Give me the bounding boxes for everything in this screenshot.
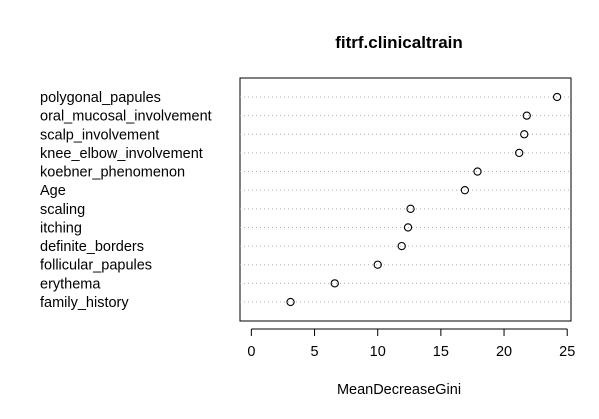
category-label: polygonal_papules [40,90,161,106]
category-label: follicular_papules [40,258,152,274]
x-tick-label: 0 [247,344,255,360]
category-label: erythema [40,276,101,292]
y-axis-labels: polygonal_papules oral_mucosal_involvemen… [40,90,212,311]
data-point [473,167,482,176]
data-point [515,148,524,158]
data-point [330,279,339,288]
data-point [520,130,529,139]
data-point [403,223,413,232]
category-label: Age [40,183,66,199]
category-label: itching [40,220,82,236]
category-label: knee_elbow_involvement [40,146,203,162]
data-point [522,111,531,120]
x-tick-label: 5 [310,344,318,360]
grid-lines [240,96,571,303]
category-label: oral_mucosal_involvement [40,109,212,125]
category-label: scaling [40,202,85,218]
x-tick-label: 20 [496,344,512,360]
x-tick-label: 25 [559,344,575,360]
category-label: koebner_phenomenon [40,165,185,181]
x-axis-label: MeanDecreaseGini [337,382,461,398]
category-label: scalp_involvement [40,127,159,143]
chart-title: fitrf.clinicaltrain [335,33,463,52]
data-point [373,260,382,269]
data-point [460,186,470,195]
category-label: family_history [40,295,129,311]
x-axis: 0 5 10 15 20 25 [247,328,575,360]
data-point [406,204,415,213]
category-label: definite_borders [40,239,144,255]
data-point [286,297,295,307]
x-tick-label: 10 [370,344,386,360]
data-point [552,92,562,102]
x-tick-label: 15 [433,344,449,360]
data-points [286,92,562,307]
data-point [397,241,406,251]
plot-frame [239,77,572,322]
